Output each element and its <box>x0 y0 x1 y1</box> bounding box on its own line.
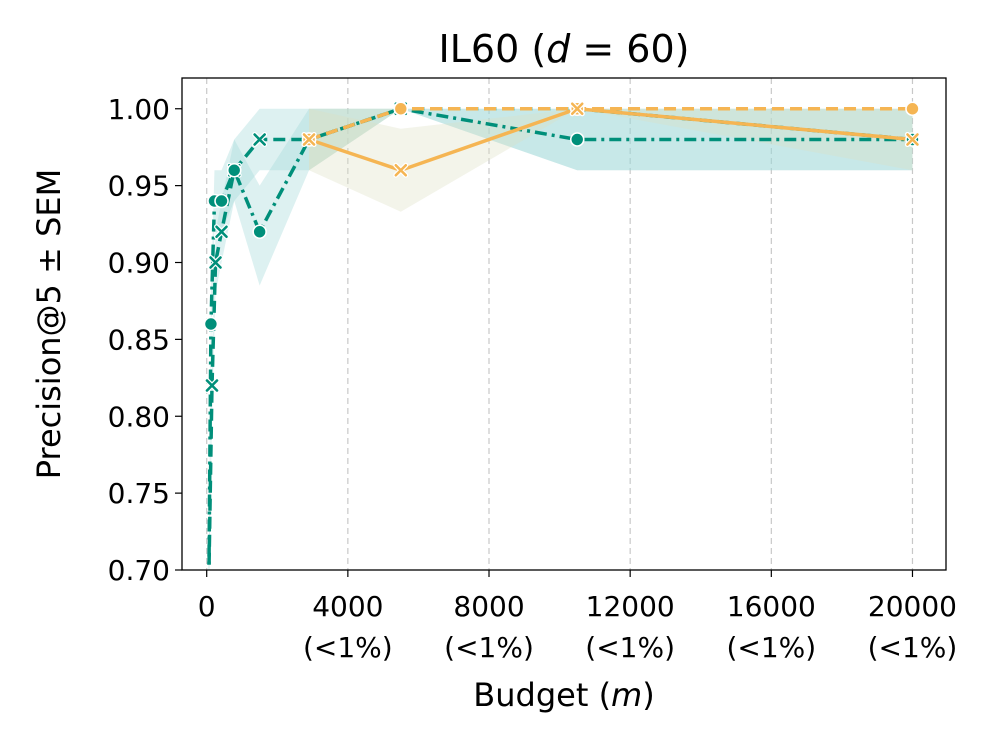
marker-x <box>215 225 228 239</box>
sem-band-teal-x-dashed <box>208 108 913 570</box>
x-tick-sublabel: (<1%) <box>585 631 675 664</box>
y-tick-label: 0.80 <box>108 400 170 433</box>
series-line-orange-x-solid <box>308 107 913 172</box>
data-point-teal-x-dashed <box>214 224 230 240</box>
data-point-teal-circle-dashdot <box>252 224 267 240</box>
band-layer <box>208 108 913 570</box>
sem-band-teal-circle-dashdot <box>208 108 913 570</box>
sem-band-orange-circle-dashed <box>309 108 913 171</box>
x-tick-label: 4000 <box>312 590 383 623</box>
x-tick-sublabel: (<1%) <box>444 631 534 664</box>
data-point-teal-circle-dashdot <box>226 162 242 178</box>
y-tick-label: 0.95 <box>108 170 170 203</box>
y-tick-label: 0.75 <box>108 477 170 510</box>
grid-layer <box>206 78 914 570</box>
data-point-teal-circle-dashdot <box>569 132 585 147</box>
series-line-orange-circle-dashed <box>308 107 913 142</box>
data-point-teal-circle-dashdot <box>202 625 215 638</box>
marker-x <box>209 256 222 269</box>
y-tick-label: 0.90 <box>108 247 170 280</box>
data-point-orange-x-solid <box>569 101 585 117</box>
marker-x <box>394 163 408 177</box>
x-axis-label: Budget (m) <box>473 676 654 714</box>
x-tick-sublabel: (<1%) <box>726 631 816 664</box>
plot-frame <box>181 77 947 571</box>
x-tick-label: 8000 <box>453 590 524 623</box>
data-point-teal-circle-dashdot <box>214 193 229 209</box>
x-tick-label: 12000 <box>586 590 675 623</box>
data-point-orange-circle-dashed <box>393 101 409 117</box>
marker-x <box>253 133 266 146</box>
data-point-orange-x-solid <box>904 132 920 147</box>
data-point-teal-x-dashed <box>252 132 268 147</box>
x-tick-label: 0 <box>198 590 216 623</box>
data-point-teal-x-dashed <box>208 255 224 270</box>
data-point-orange-circle-dashed <box>905 101 920 117</box>
marker-layer <box>202 101 920 638</box>
sem-band-orange-x-solid <box>309 108 913 212</box>
y-tick-label: 0.70 <box>108 554 170 587</box>
data-point-orange-x-solid <box>301 132 317 147</box>
x-tick-label: 16000 <box>727 590 816 623</box>
y-tick-label: 1.00 <box>108 93 170 126</box>
x-tick-sublabel: (<1%) <box>303 631 393 664</box>
y-axis-label: Precision@5 ± SEM <box>30 169 68 479</box>
y-tick-label: 0.85 <box>108 323 170 356</box>
series-line-teal-circle-dashdot <box>207 107 913 570</box>
series-line-teal-x-dashed <box>207 107 913 570</box>
data-point-teal-x-dashed <box>204 378 220 393</box>
marker-x <box>205 379 219 392</box>
marker-x <box>302 133 316 146</box>
marker-x <box>570 102 584 116</box>
x-tick-sublabel: (<1%) <box>868 631 958 664</box>
data-point-teal-circle-dashdot <box>203 316 219 332</box>
marker-x <box>906 133 919 146</box>
chart-title: IL60 (d = 60) <box>439 27 690 71</box>
x-tick-label: 20000 <box>868 590 957 623</box>
data-point-orange-x-solid <box>393 162 409 178</box>
line-layer <box>207 107 913 570</box>
tick-layer: 0 4000 (<1%) 8000 (<1%) 12000 (<1%) 16000 (<1%) 2… <box>108 93 958 664</box>
